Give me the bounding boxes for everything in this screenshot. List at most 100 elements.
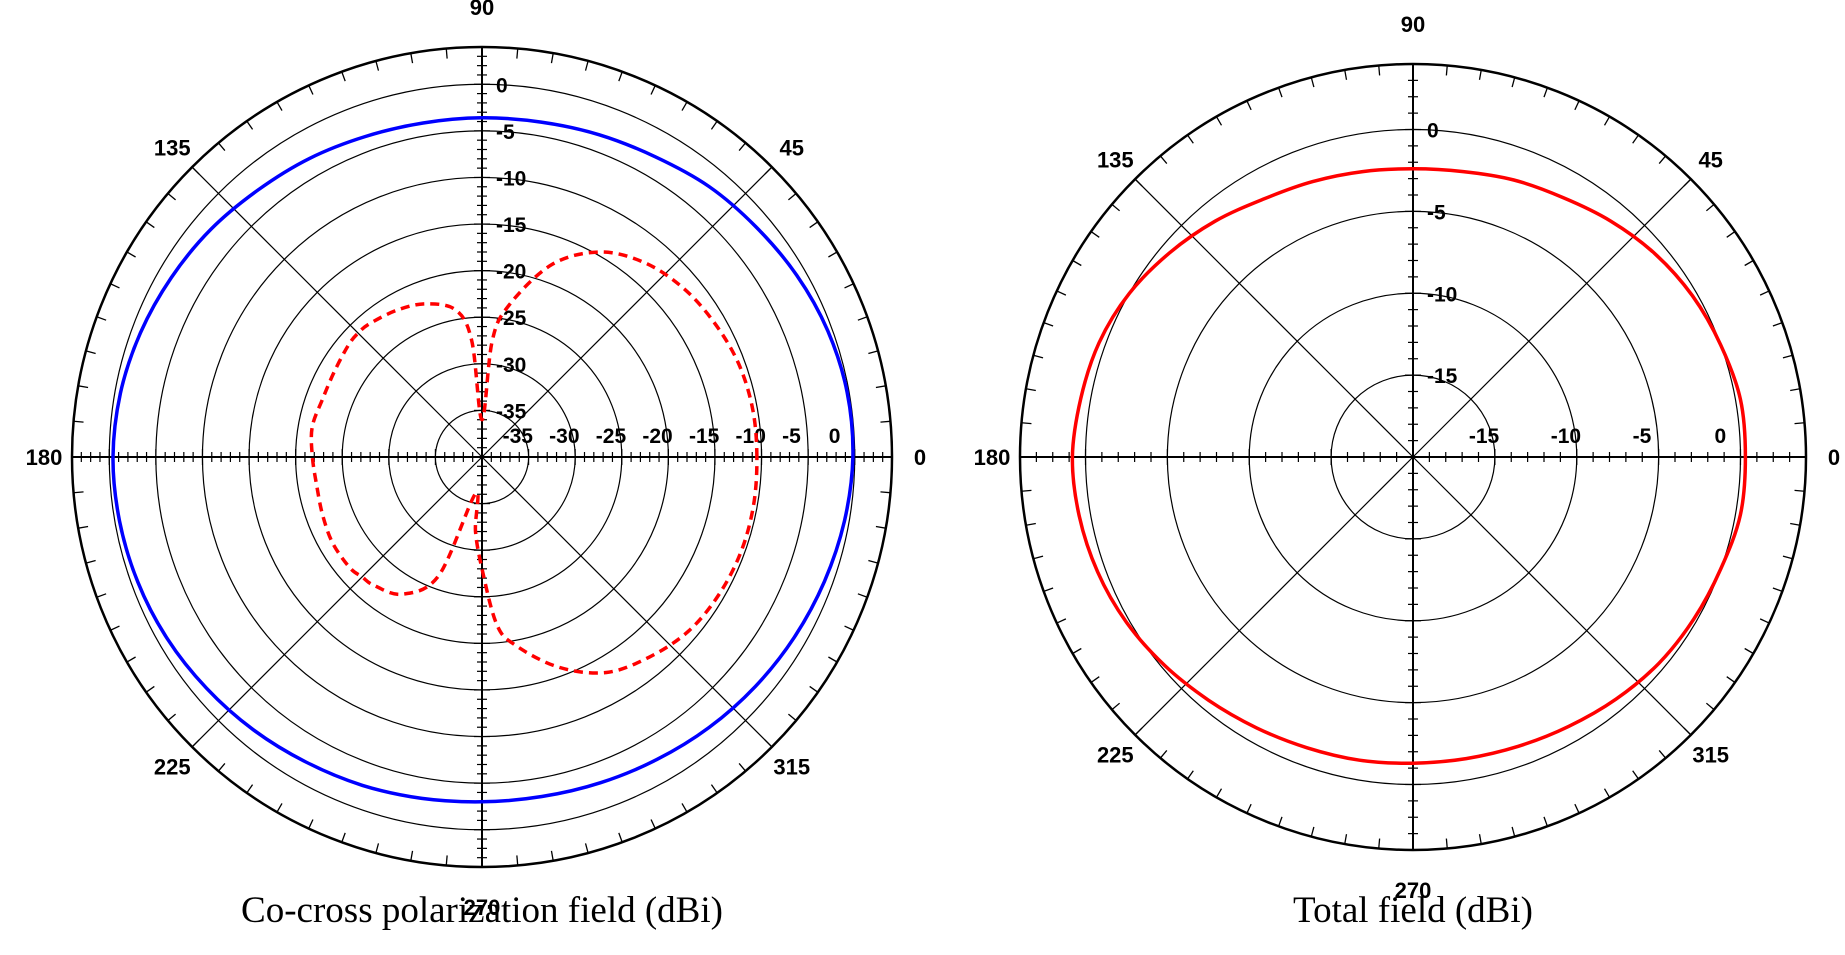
angle-label-0: 0 [1828,445,1840,470]
rim-tick [1658,749,1667,759]
rim-tick [96,316,107,321]
radial-tick-label: -5 [1633,425,1652,448]
rim-tick [710,120,718,130]
rim-tick [1782,555,1793,560]
rim-tick [550,53,554,64]
radial-tick-label: -15 [689,425,720,448]
radial-tick-label: 0 [496,74,508,97]
rim-tick [1310,77,1315,88]
angle-label-0: 0 [914,445,926,470]
rim-tick [787,713,797,722]
rim-tick [710,784,718,794]
rim-tick [1794,422,1805,425]
radial-tick-label: -10 [496,167,526,190]
rim-tick [1543,87,1549,98]
rim-tick [1215,116,1223,126]
rim-tick [110,625,120,631]
angle-label-45: 45 [779,135,803,160]
rim-tick [1683,178,1692,187]
rim-tick [1021,422,1032,425]
angle-spoke [1412,178,1692,458]
rim-tick [764,739,773,748]
angle-label-270: 270 [1395,878,1432,903]
angle-spoke [1134,456,1414,736]
rim-tick [1072,647,1082,655]
rim-tick [1790,522,1801,526]
rim-tick [1744,647,1754,655]
rim-tick [516,855,519,866]
rim-tick [1159,749,1168,759]
rim-tick [809,685,819,693]
rim-tick [809,221,819,229]
angle-spoke [1412,456,1692,736]
rim-tick [868,559,879,564]
rim-tick [1159,155,1168,165]
rim-tick [145,221,155,229]
rim-tick [217,142,226,152]
radial-tick-label: -5 [782,425,801,448]
rim-tick [516,48,519,59]
rim-tick [618,71,623,82]
rim-tick [738,142,747,152]
rim-tick [1378,65,1381,76]
rim-tick [445,48,448,59]
rim-tick [787,192,797,201]
rim-tick [1187,770,1194,780]
rim-tick [1025,522,1036,526]
rim-tick [880,420,891,423]
rim-tick [1246,100,1252,111]
rim-tick [1603,116,1611,126]
rim-tick [1574,100,1580,111]
co-cross-polar-chart: -35-35 -30 -30 -25 -25 -20 -20 -15 -15 -10 -10 -5 -5… [26,0,926,920]
rim-tick [584,60,589,71]
rim-tick [110,283,120,289]
rim-tick [1277,816,1283,827]
rim-tick [73,420,84,423]
rim-tick [738,762,747,772]
total-field-chart-title: Total field (dBi) [1293,890,1533,931]
radial-tick-label: 0 [829,425,841,448]
rim-tick [375,60,380,71]
rim-tick [1344,69,1348,80]
rim-tick [73,491,84,494]
rim-tick [828,656,838,663]
rim-tick [844,625,854,631]
rim-tick [764,166,773,175]
rim-tick [1511,77,1516,88]
rim-tick [844,283,854,289]
rim-tick [375,843,380,854]
rim-tick [1072,259,1082,267]
rim-tick [1187,134,1194,144]
total-field-series-line [1070,167,1748,766]
radial-tick-label: -25 [596,425,627,448]
co-pol-series-line [111,116,855,804]
angle-label-315: 315 [1692,743,1729,768]
rim-tick [308,85,314,95]
rim-tick [1794,489,1805,492]
radial-tick-label: -20 [496,261,526,284]
angle-label-315: 315 [773,755,810,780]
rim-tick [341,71,346,82]
cross-pol-series-line [309,250,759,675]
rim-tick [650,819,656,829]
rim-tick [1043,321,1054,327]
rim-tick [857,593,868,598]
rim-tick [1772,587,1783,593]
rim-tick [1025,388,1036,392]
radial-tick-label: -30 [549,425,579,448]
angle-spoke [481,166,773,458]
rim-tick [308,819,314,829]
rim-tick [96,593,107,598]
rim-tick [1726,676,1736,683]
rim-tick [1744,259,1754,267]
rim-tick [1705,702,1715,711]
rim-tick [1478,69,1482,80]
rim-tick [217,762,226,772]
rim-tick [1378,838,1381,849]
rim-tick [1090,231,1100,238]
rim-tick [1790,388,1801,392]
radial-tick-label: -20 [642,425,672,448]
angle-spoke [1134,178,1414,458]
rim-tick [78,385,89,389]
